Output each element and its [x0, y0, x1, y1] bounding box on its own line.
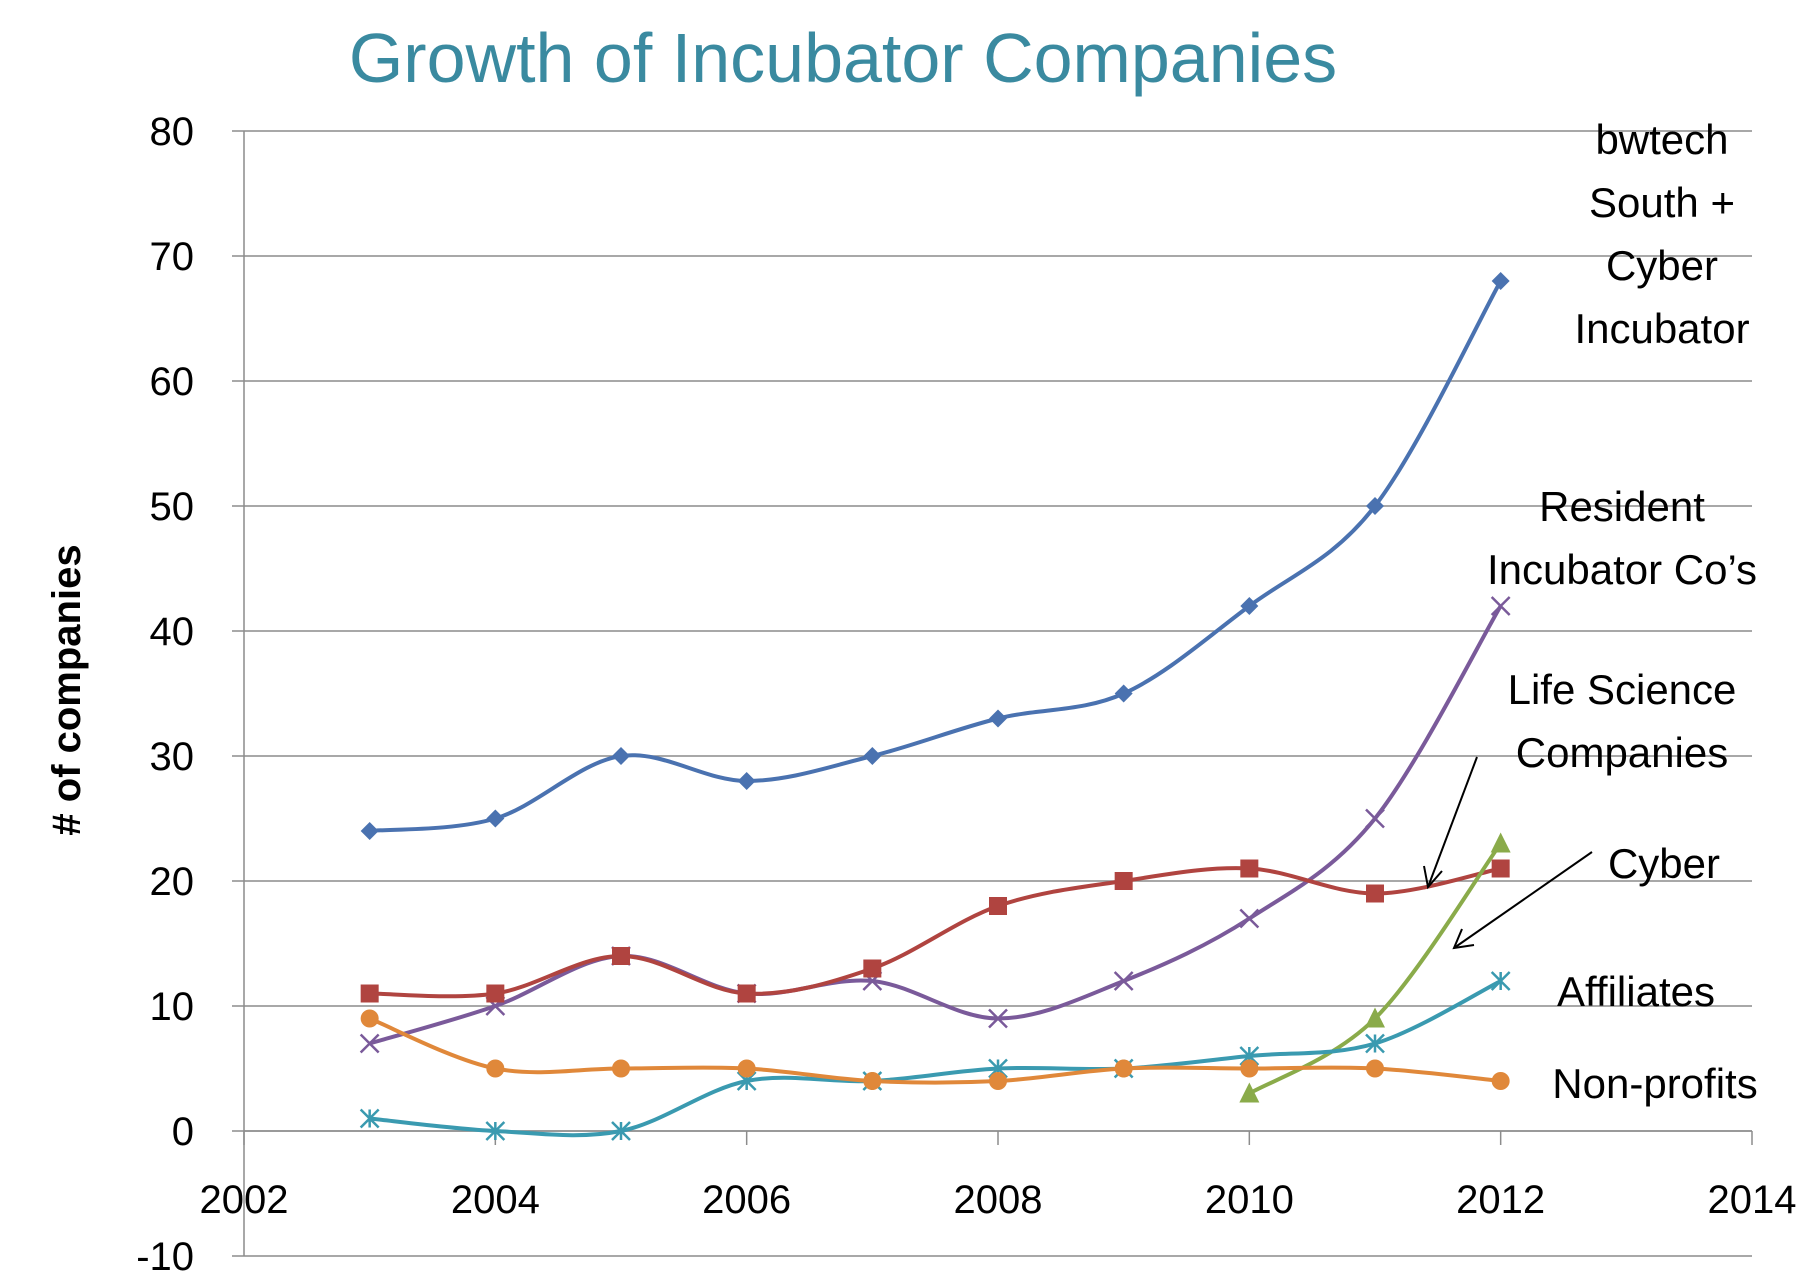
arrows: [1423, 756, 1593, 950]
series-label: Life Science Companies: [1507, 666, 1737, 776]
x-tick-label: 2010: [1205, 1178, 1294, 1222]
marker: [1113, 971, 1134, 991]
marker: [1365, 1033, 1385, 1054]
y-tick-label: 80: [150, 110, 195, 154]
marker: [359, 1108, 380, 1129]
marker: [486, 1059, 505, 1078]
marker: [1239, 908, 1260, 929]
series-line: [369, 280, 1503, 833]
marker: [1366, 497, 1384, 515]
arrow-head: [1423, 865, 1443, 890]
marker: [989, 897, 1007, 915]
marker: [486, 984, 505, 1003]
marker: [360, 1009, 379, 1028]
marker: [1365, 808, 1385, 829]
marker: [360, 822, 379, 840]
marker: [863, 959, 882, 978]
marker: [1240, 859, 1259, 878]
y-tick-label: 50: [150, 485, 195, 529]
arrow: [1427, 756, 1478, 888]
marker: [863, 1072, 882, 1090]
marker: [1240, 597, 1259, 615]
marker: [1114, 1059, 1133, 1078]
marker: [1365, 1007, 1385, 1028]
marker: [737, 984, 756, 1003]
marker: [863, 747, 882, 765]
marker: [1366, 884, 1384, 903]
marker: [359, 1033, 380, 1054]
marker: [1490, 832, 1511, 853]
marker: [1491, 1072, 1510, 1090]
marker: [1491, 859, 1510, 878]
marker: [611, 1121, 631, 1141]
marker: [360, 984, 379, 1003]
marker: [1366, 1059, 1384, 1078]
marker: [989, 709, 1007, 728]
x-tick-label: 2006: [702, 1178, 791, 1222]
y-tick-label: 30: [150, 735, 195, 779]
marker: [1240, 1059, 1259, 1078]
arrow: [1453, 851, 1593, 949]
chart-title: Growth of Incubator Companies: [349, 19, 1337, 97]
marker: [1490, 971, 1511, 991]
y-tick-label: 0: [172, 1110, 194, 1154]
x-tick-label: 2014: [1708, 1178, 1797, 1222]
series-label: Affiliates: [1557, 968, 1715, 1015]
y-axis-label: # of companies: [45, 544, 89, 835]
marker: [1114, 872, 1133, 890]
marker: [612, 1059, 630, 1078]
y-tick-label: -10: [136, 1235, 194, 1279]
marker: [737, 772, 756, 790]
arrow-head: [1452, 928, 1475, 950]
marker: [1491, 272, 1510, 290]
marker: [612, 747, 630, 765]
x-tick-label: 2002: [200, 1178, 289, 1222]
y-tick-label: 40: [150, 610, 195, 654]
marker: [1490, 596, 1511, 616]
series-line: [368, 1016, 1501, 1085]
x-tick-label: 2008: [954, 1178, 1043, 1222]
series-line: [369, 979, 1502, 1138]
marker: [1239, 1082, 1260, 1103]
y-tick-label: 10: [150, 985, 195, 1029]
marker: [612, 947, 630, 965]
y-tick-label: 70: [150, 235, 195, 279]
marker: [989, 1072, 1007, 1090]
y-tick-label: 20: [150, 860, 195, 904]
x-tick-label: 2012: [1456, 1178, 1545, 1222]
x-tick-label: 2004: [451, 1178, 540, 1222]
marker: [1114, 684, 1133, 703]
series-label: Resident Incubator Co’s: [1486, 483, 1758, 593]
series-line: [369, 604, 1503, 1046]
series-line: [369, 866, 1502, 999]
marker: [485, 1121, 506, 1141]
marker: [737, 1059, 756, 1078]
y-tick-label: 60: [150, 360, 195, 404]
series-label: Cyber: [1607, 840, 1721, 887]
series-label: Non-profits: [1552, 1060, 1758, 1107]
series-label: bwtech South + Cyber Incubator: [1574, 116, 1750, 352]
marker: [486, 809, 505, 828]
marker: [988, 1008, 1008, 1029]
